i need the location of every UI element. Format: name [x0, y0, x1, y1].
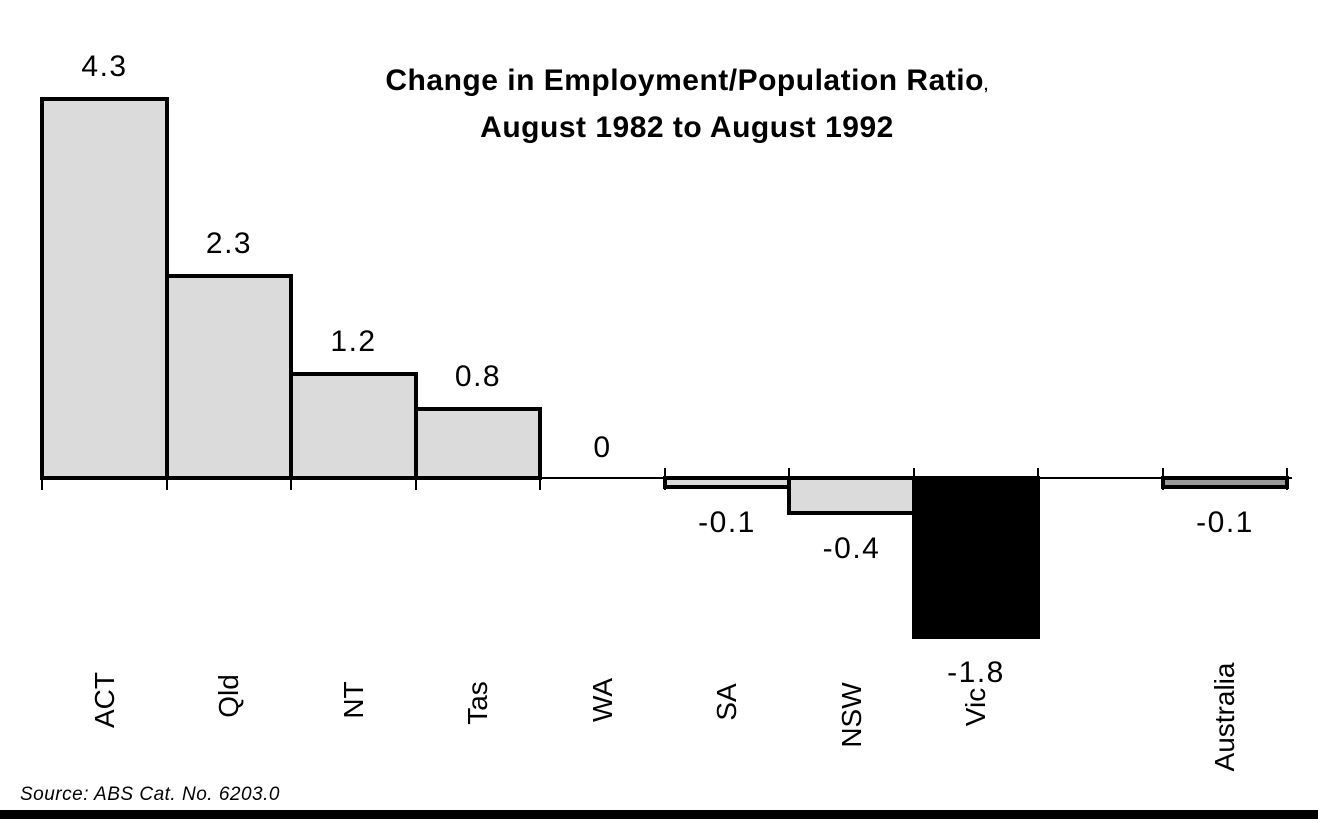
bar-act: [40, 97, 169, 480]
axis-label-wa: WA: [586, 677, 618, 723]
bar-sa: [663, 476, 791, 489]
axis-label-tas: Tas: [462, 681, 493, 725]
axis-label-australia: Australia: [1209, 662, 1240, 772]
value-label-nsw: -0.4: [822, 532, 881, 565]
value-label-nt: 1.2: [330, 325, 377, 358]
value-label-wa: 0: [593, 431, 612, 464]
bottom-rule: [0, 810, 1318, 819]
bar-nt: [289, 372, 418, 480]
chart-title-line1: Change in Employment/Population Ratio: [385, 64, 984, 97]
axis-label-qld: Qld: [213, 674, 244, 718]
bar-tas: [414, 407, 542, 480]
bar-nsw: [787, 476, 916, 515]
value-label-qld: 2.3: [205, 227, 253, 260]
chart-title-comma: ,: [983, 77, 989, 94]
chart-title: Change in Employment/Population Ratio, A…: [310, 60, 1064, 149]
chart-title-line1-row: Change in Employment/Population Ratio,: [310, 60, 1064, 107]
axis-label-nsw: NSW: [835, 682, 867, 748]
value-label-sa: -0.1: [698, 506, 756, 539]
bar-vic: [912, 476, 1040, 639]
chart-title-line2: August 1982 to August 1992: [480, 111, 894, 144]
source-note: Source: ABS Cat. No. 6203.0: [20, 784, 280, 805]
axis-label-sa: SA: [711, 683, 742, 721]
value-label-australia: -0.1: [1196, 506, 1254, 539]
bar-qld: [165, 274, 293, 480]
axis-label-nt: NT: [337, 681, 369, 719]
bar-australia: [1161, 476, 1289, 489]
value-label-act: 4.3: [81, 50, 128, 83]
axis-label-vic: Vic: [960, 687, 991, 727]
axis-label-act: ACT: [88, 672, 120, 728]
value-label-vic: -1.8: [947, 656, 1005, 689]
value-label-tas: 0.8: [454, 360, 502, 393]
